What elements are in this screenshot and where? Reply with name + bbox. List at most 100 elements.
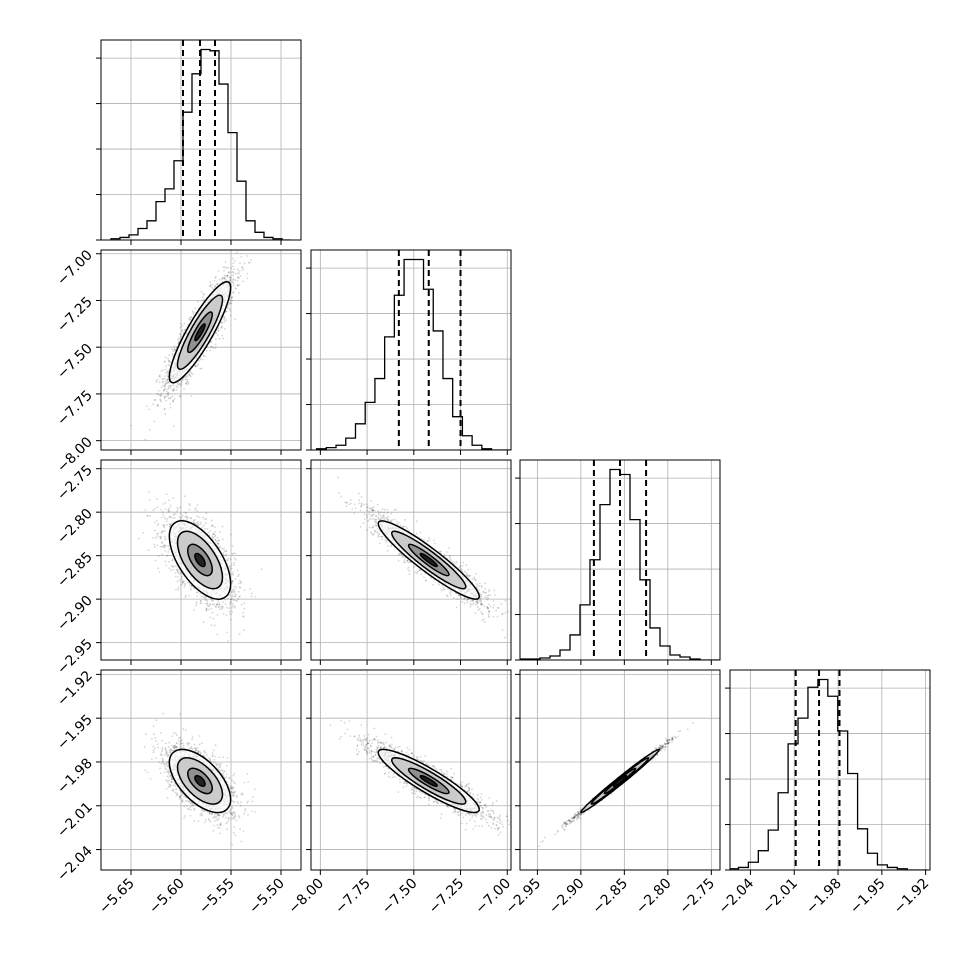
sample-point xyxy=(230,563,233,566)
sample-point xyxy=(177,572,180,575)
sample-point xyxy=(227,271,230,274)
sample-point xyxy=(157,523,160,525)
sample-point xyxy=(233,259,236,262)
sample-point xyxy=(233,605,236,608)
sample-point xyxy=(185,382,188,385)
sample-point xyxy=(156,519,159,522)
sample-point xyxy=(166,518,169,520)
sample-point xyxy=(218,546,221,549)
sample-point xyxy=(450,559,453,562)
sample-point xyxy=(219,608,221,611)
sample-point xyxy=(170,569,172,572)
sample-point xyxy=(177,341,180,344)
sample-point xyxy=(173,389,176,392)
sample-point xyxy=(163,386,166,388)
sample-point xyxy=(236,569,239,572)
sample-point xyxy=(209,281,212,284)
sample-point xyxy=(187,382,190,385)
sample-point xyxy=(241,266,243,269)
sample-point xyxy=(212,524,215,527)
sample-point xyxy=(372,518,375,520)
sample-point xyxy=(161,545,164,548)
density-contours xyxy=(168,281,232,384)
sample-point xyxy=(163,388,166,391)
sample-point xyxy=(217,606,220,609)
sample-point xyxy=(192,521,195,524)
sample-point xyxy=(233,588,236,591)
sample-point xyxy=(196,595,199,597)
sample-point xyxy=(232,278,235,281)
sample-point xyxy=(190,316,193,319)
sample-point xyxy=(228,302,231,305)
sample-point xyxy=(221,322,224,324)
sample-point xyxy=(209,349,211,352)
sample-point xyxy=(206,603,209,605)
sample-point xyxy=(213,535,216,538)
sample-point xyxy=(185,382,187,385)
sample-point xyxy=(153,399,156,401)
sample-point xyxy=(226,310,228,313)
sample-point xyxy=(185,512,188,514)
sample-point xyxy=(168,506,171,509)
sample-point xyxy=(220,326,223,329)
sample-point xyxy=(162,384,164,387)
sample-point xyxy=(195,601,198,603)
sample-point xyxy=(397,522,400,524)
sample-point xyxy=(218,337,221,340)
sample-point xyxy=(234,606,236,609)
sample-point xyxy=(189,517,192,520)
sample-point xyxy=(246,272,249,275)
sample-point xyxy=(199,602,202,604)
sample-point xyxy=(240,269,243,272)
sample-point xyxy=(228,603,231,606)
sample-point xyxy=(183,322,186,325)
sample-point xyxy=(246,255,249,257)
sample-point xyxy=(218,603,220,606)
sample-point xyxy=(375,530,378,533)
sample-point xyxy=(213,603,216,606)
sample-point xyxy=(214,277,217,279)
panel-frame xyxy=(519,459,721,661)
sample-point xyxy=(492,606,495,609)
density-contours xyxy=(168,520,232,600)
sample-point xyxy=(158,535,161,538)
sample-point xyxy=(165,365,167,368)
x-tick-label: −2.04 xyxy=(716,875,758,917)
sample-point xyxy=(167,394,170,397)
sample-point xyxy=(183,580,186,583)
sample-point xyxy=(425,579,427,582)
sample-point xyxy=(178,337,180,340)
sample-point xyxy=(172,390,175,392)
sample-point xyxy=(153,529,156,532)
sample-point xyxy=(202,621,205,624)
sample-point xyxy=(213,624,216,627)
sample-point xyxy=(240,582,242,584)
sample-point xyxy=(164,356,167,359)
sample-point xyxy=(178,579,181,582)
sample-point xyxy=(216,283,219,286)
sample-point xyxy=(480,611,483,613)
sample-point xyxy=(166,382,169,385)
sample-point xyxy=(209,529,212,532)
sample-point xyxy=(166,373,169,376)
sample-point xyxy=(167,545,170,547)
sample-point xyxy=(166,378,169,381)
sample-point xyxy=(249,587,252,590)
sample-point xyxy=(217,543,220,545)
sample-point xyxy=(231,296,233,299)
sample-point xyxy=(182,580,185,583)
sample-point xyxy=(374,515,377,518)
sample-point xyxy=(479,600,482,603)
sample-point xyxy=(148,498,151,501)
sample-point xyxy=(250,259,252,262)
sample-point xyxy=(179,326,182,329)
sample-point xyxy=(180,572,182,574)
sample-point xyxy=(484,596,487,599)
sample-point xyxy=(222,613,225,615)
sample-point xyxy=(372,533,375,536)
sample-point xyxy=(204,527,207,530)
sample-point xyxy=(153,521,156,524)
sample-point xyxy=(241,266,244,268)
sample-point xyxy=(154,559,157,562)
sample-point xyxy=(169,504,172,507)
